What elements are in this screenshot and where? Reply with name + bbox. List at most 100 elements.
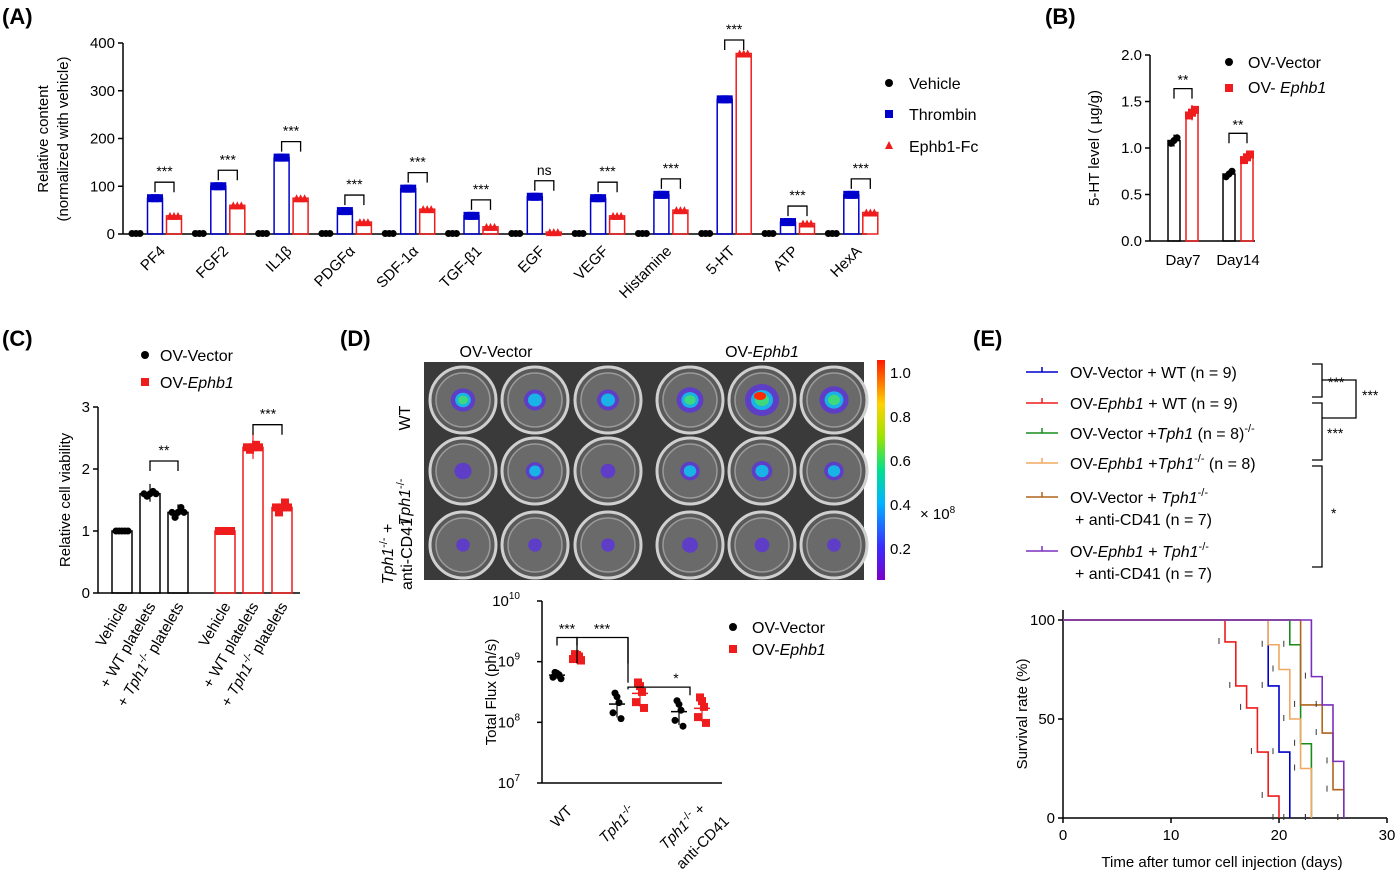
a-sig-bracket <box>280 140 302 152</box>
d-xlabel-wt: WT <box>548 803 577 832</box>
legend-ephb1fc-marker <box>885 141 893 149</box>
a-point <box>363 218 372 227</box>
a-point <box>642 230 650 238</box>
legend-entry: OV-Vector + WT (n = 9) <box>1070 365 1237 382</box>
color-scale-ticks: 1.0 0.8 0.6 0.4 0.2 <box>890 365 911 558</box>
legend-entry-gene: Tph1 <box>1162 544 1198 561</box>
bioluminescence-signal <box>529 465 541 477</box>
a-point <box>553 228 562 237</box>
d-point <box>700 702 708 711</box>
e-bracket-1 <box>1312 363 1323 398</box>
a-point <box>769 230 777 238</box>
a-sig-bracket <box>850 178 871 189</box>
legend-thrombin-marker <box>885 110 893 118</box>
a-sig-label: *** <box>853 160 870 176</box>
b-ytick-label: 1.0 <box>1121 140 1142 157</box>
c-ytick-label: 0 <box>82 585 90 602</box>
e-ytick-label: 0 <box>1047 810 1055 827</box>
e-xtick-label: 0 <box>1059 827 1067 844</box>
d-ytick-base: 10 <box>498 775 515 792</box>
a-sig-label: *** <box>410 154 427 170</box>
c-point <box>278 503 286 512</box>
legend-ov-vector: OV-Vector <box>1248 55 1322 72</box>
a-sig-bracket <box>344 194 365 206</box>
d-point <box>609 709 617 717</box>
c-sig-label: *** <box>260 406 277 422</box>
panel-d-legend: OV-Vector OV-Ephb1 <box>729 620 826 659</box>
bioluminescence-signal <box>754 537 770 553</box>
b-point <box>1191 105 1199 114</box>
panel-b-y-label: 5-HT level ( µg/g) <box>1086 90 1103 206</box>
a-ytick-label: 0 <box>107 226 115 243</box>
d-point <box>632 698 640 707</box>
bioluminescence-signal <box>682 537 698 553</box>
a-sig-bracket <box>534 180 555 191</box>
a-bar-thrombin <box>273 156 290 235</box>
c-bar <box>271 506 293 594</box>
legend-entry-line2: + anti-CD41 (n = 7) <box>1075 566 1212 583</box>
e-curve-4 <box>1063 619 1313 818</box>
d-point <box>694 713 702 722</box>
bioluminescence-signal <box>828 394 840 406</box>
d-ytick-base: 10 <box>498 714 515 731</box>
legend-entry-gene: Ephb1 <box>1098 396 1144 413</box>
panel-e: (E) OV-Vector + WT (n = 9)OV-Ephb1 + WT … <box>973 326 1395 871</box>
b-bar <box>1167 139 1181 242</box>
e-ytick-label: 50 <box>1038 711 1055 728</box>
legend-ov-vector-marker <box>1225 58 1233 66</box>
b-sig-bracket <box>1228 132 1248 144</box>
c-point <box>180 508 188 516</box>
legend-d-ov-vector-marker <box>729 623 737 631</box>
panel-d-col-ov-vector: OV-Vector <box>460 344 534 361</box>
d-point <box>617 715 625 723</box>
a-point <box>516 230 524 238</box>
d-xlabel-tph1: Tph1-/- <box>595 801 640 846</box>
e-xtick-label: 10 <box>1163 827 1180 844</box>
a-point <box>598 194 607 203</box>
panel-label-a: (A) <box>2 4 33 29</box>
a-bar-thrombin <box>843 194 860 235</box>
e-bracket-3 <box>1312 402 1323 461</box>
panel-label-d: (D) <box>340 326 371 351</box>
a-point <box>870 208 879 217</box>
scale-tick-label: 1.0 <box>890 365 911 382</box>
e-sig-label: * <box>1331 505 1337 521</box>
legend-entry-part: OV-Vector + <box>1070 426 1157 443</box>
a-point <box>724 95 733 104</box>
b-sig-label: ** <box>1233 116 1244 132</box>
a-point <box>851 190 860 199</box>
row-cd41-plus: + <box>380 524 397 538</box>
e-curve-6 <box>1063 619 1345 818</box>
bioluminescence-signal <box>683 465 697 477</box>
panel-d-points: *** **** <box>549 621 710 730</box>
a-sig-label: *** <box>220 151 237 167</box>
panel-d-col-prefix: OV- <box>725 344 753 361</box>
a-ytick-label: 400 <box>90 35 115 52</box>
c-sig-label: ** <box>159 442 170 458</box>
legend-entry-gene: Tph1 <box>1157 426 1193 443</box>
row-tph-gene: Tph1 <box>397 489 414 525</box>
legend-d-gene: Ephb1 <box>780 642 826 659</box>
a-xlabel: TGF-β1 <box>437 243 486 292</box>
c-bar <box>214 530 236 594</box>
a-xlabel: VEGF <box>571 243 612 284</box>
a-sig-bracket <box>724 39 745 50</box>
a-point <box>661 190 670 199</box>
legend-entry-part: (n = 8) <box>1193 426 1244 443</box>
e-bracket-2 <box>1322 379 1357 419</box>
c-bar <box>167 511 189 594</box>
color-scale-unit: × 108 <box>920 505 956 523</box>
d-ytick-exp: 8 <box>514 712 520 723</box>
e-sig-label: *** <box>1362 387 1379 403</box>
legend-c-ov-vector-marker <box>141 351 149 359</box>
legend-entry: OV-Ephb1 +Tph1-/- (n = 8) <box>1070 453 1256 473</box>
bioluminescence-signal <box>456 538 470 552</box>
d-ytick-label: 1010 <box>492 591 520 610</box>
a-point <box>155 194 163 203</box>
a-xlabel: 5-HT <box>703 243 739 279</box>
a-point <box>832 230 840 238</box>
b-xlabel: Day14 <box>1216 252 1259 269</box>
b-ytick-label: 1.5 <box>1121 94 1142 111</box>
d-ytick-base: 10 <box>498 654 515 671</box>
